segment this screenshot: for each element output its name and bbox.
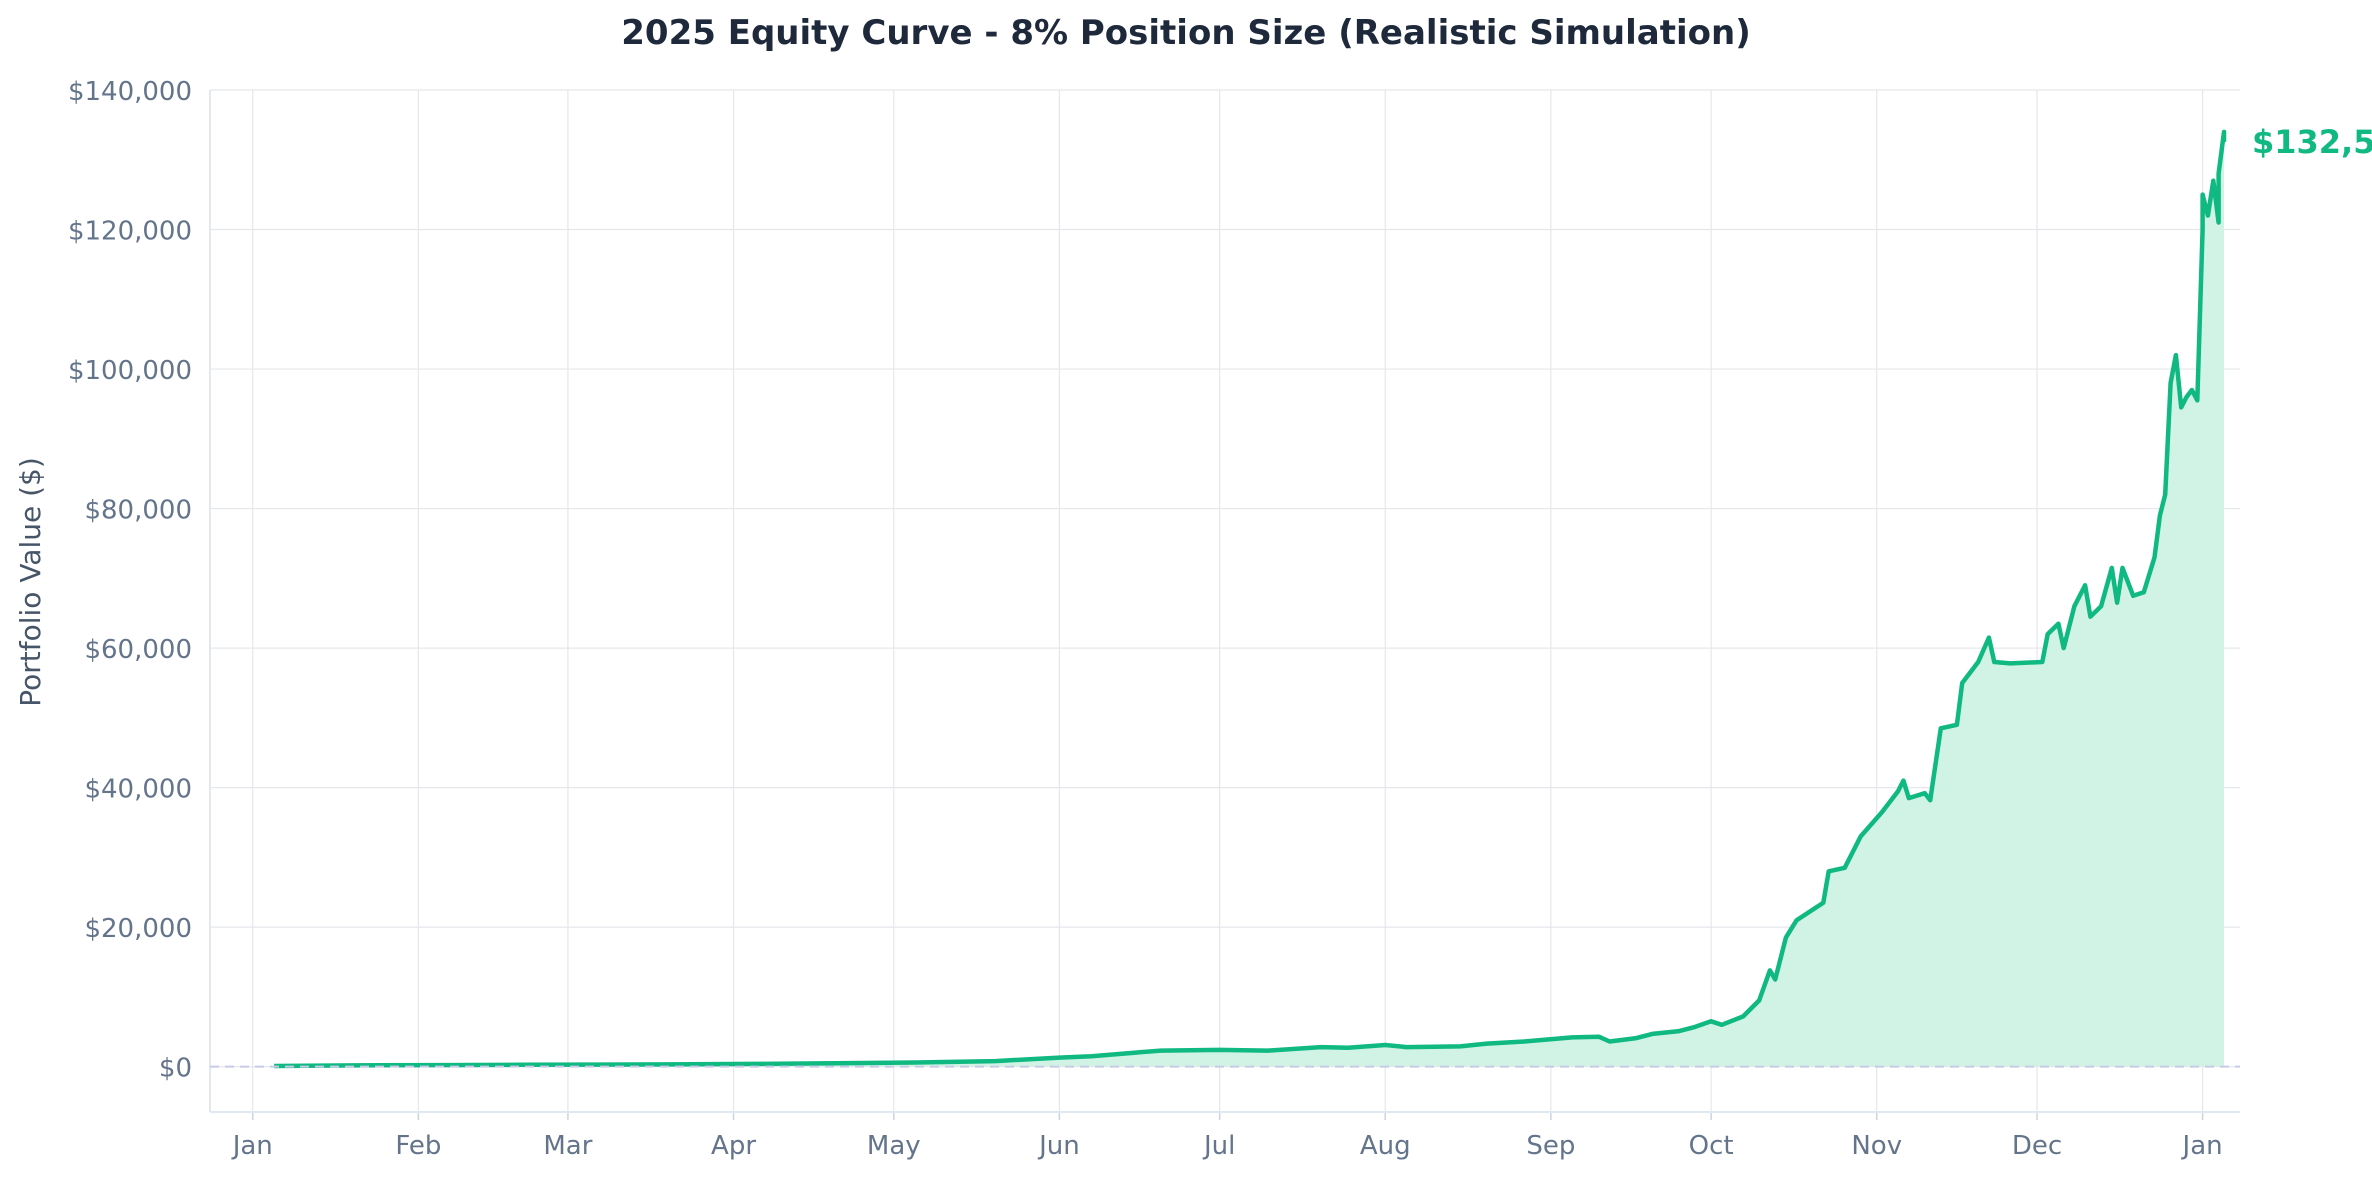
x-tick-label: Apr — [711, 1131, 756, 1161]
y-tick-label: $0 — [159, 1054, 192, 1084]
y-axis-label: Portfolio Value ($) — [14, 457, 47, 707]
x-tick-label: Dec — [2012, 1131, 2062, 1161]
y-tick-label: $20,000 — [84, 914, 192, 944]
y-tick-label: $100,000 — [68, 356, 192, 386]
x-tick-label: Jul — [1202, 1131, 1235, 1161]
x-tick-label: May — [867, 1131, 921, 1161]
equity-area — [274, 131, 2225, 1067]
x-tick-label: Oct — [1689, 1131, 1734, 1161]
x-tick-label: Jan — [231, 1131, 273, 1161]
grid-lines — [210, 89, 2240, 1112]
x-tick-label: Sep — [1526, 1131, 1575, 1161]
y-tick-label: $40,000 — [84, 775, 192, 805]
y-tick-label: $140,000 — [68, 77, 192, 107]
equity-line — [274, 129, 2227, 1069]
y-tick-labels: $0 $20,000 $40,000 $60,000 $80,000 $100,000 $1… — [68, 77, 192, 1084]
y-tick-label: $60,000 — [84, 635, 192, 665]
chart-title: 2025 Equity Curve - 8% Position Size (Re… — [621, 13, 1751, 53]
x-tick-label: Mar — [543, 1131, 592, 1161]
x-tick-label: Aug — [1360, 1131, 1411, 1161]
final-value-label: $132,560 — [2252, 123, 2372, 161]
x-tick-label: Jan — [2181, 1131, 2223, 1161]
x-tick-label: Nov — [1851, 1131, 1902, 1161]
x-tick-labels: Jan Feb Mar Apr May Jun Jul Aug Sep Oct Nov Dec Jan — [231, 1131, 2223, 1161]
x-tick-label: Feb — [395, 1131, 441, 1161]
y-tick-label: $80,000 — [84, 496, 192, 526]
x-tick-label: Jun — [1037, 1131, 1080, 1161]
y-tick-label: $120,000 — [68, 217, 192, 247]
axes — [209, 90, 2240, 1120]
